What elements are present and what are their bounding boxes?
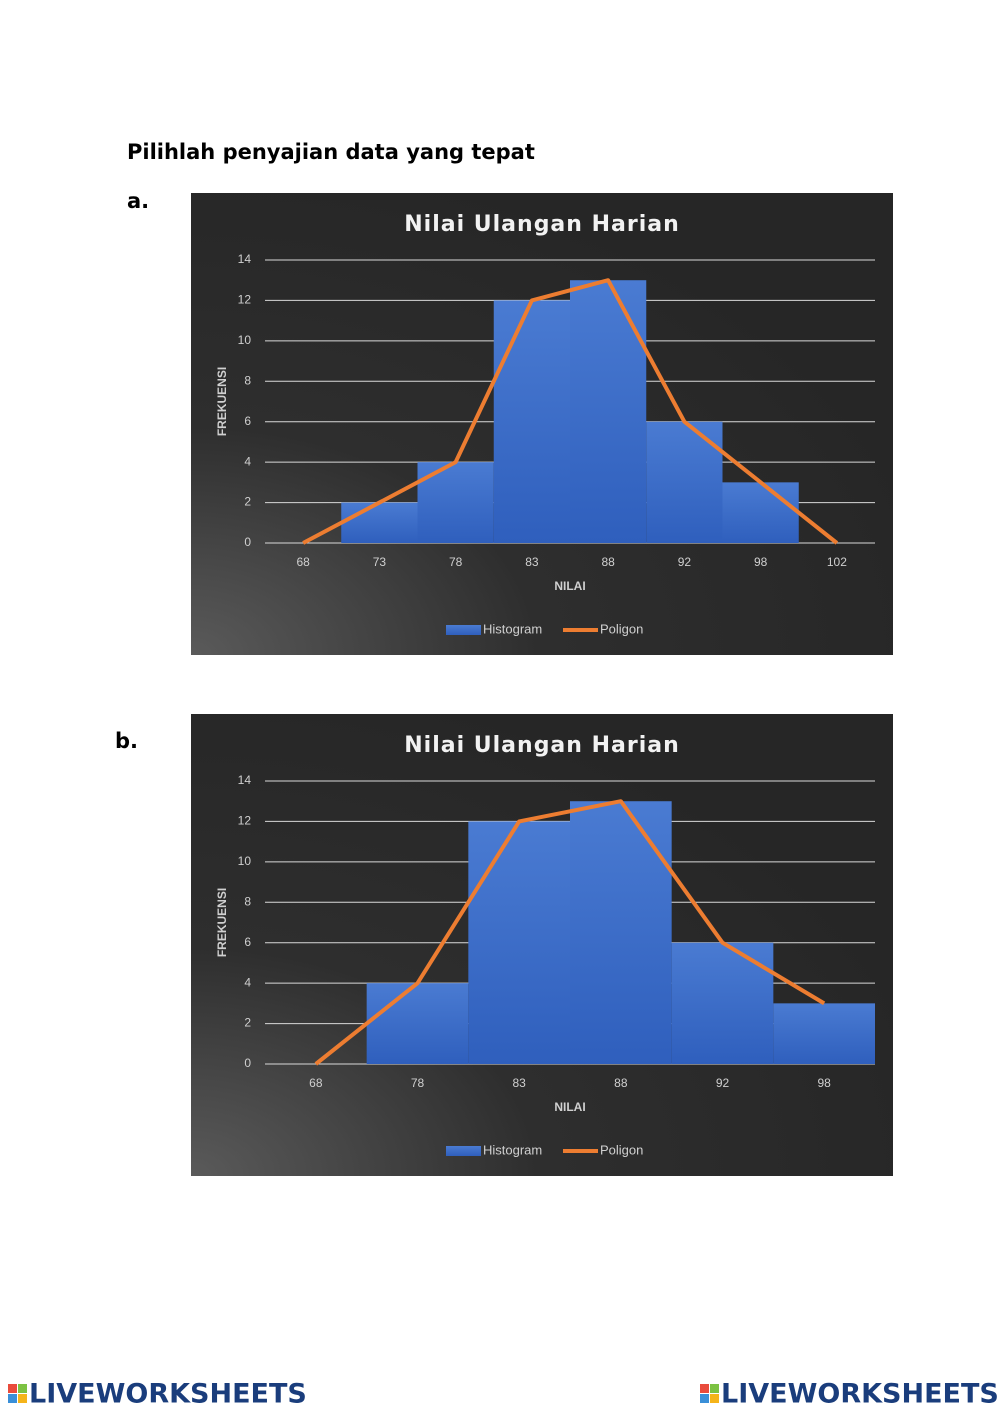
logo-icon <box>8 1384 719 1403</box>
y-axis-title: FREKUENSI <box>215 888 229 957</box>
legend-swatch <box>446 1146 481 1156</box>
y-tick-label: 0 <box>244 535 251 549</box>
x-tick-label: 83 <box>512 1076 526 1090</box>
x-tick-label: 68 <box>309 1076 323 1090</box>
legend-label: Poligon <box>600 1142 643 1157</box>
y-tick-label: 14 <box>238 252 252 266</box>
polygon-line <box>302 278 839 545</box>
histogram-bar <box>468 821 570 1064</box>
option-label: b. <box>115 729 138 753</box>
y-tick-label: 4 <box>244 975 251 989</box>
y-axis-title: FREKUENSI <box>215 367 229 436</box>
histogram-bar <box>722 482 799 543</box>
histogram-bar <box>773 1003 875 1064</box>
legend-label: Poligon <box>600 621 643 636</box>
histogram-bar <box>570 801 672 1064</box>
legend-label: Histogram <box>483 1142 542 1157</box>
polygon-line <box>314 799 826 1066</box>
y-tick-label: 0 <box>244 1056 251 1070</box>
y-tick-label: 10 <box>238 333 252 347</box>
x-tick-label: 73 <box>373 555 387 569</box>
y-tick-label: 12 <box>238 814 252 828</box>
x-tick-label: 92 <box>716 1076 730 1090</box>
y-tick-label: 10 <box>238 854 252 868</box>
option-label: a. <box>127 189 149 213</box>
y-tick-label: 8 <box>244 373 251 387</box>
x-tick-label: 88 <box>601 555 615 569</box>
y-tick-label: 14 <box>238 773 252 787</box>
x-tick-label: 68 <box>296 555 310 569</box>
x-axis-title: NILAI <box>554 1100 585 1114</box>
x-tick-label: 98 <box>817 1076 831 1090</box>
x-tick-label: 78 <box>449 555 463 569</box>
x-tick-label: 102 <box>827 555 847 569</box>
y-tick-label: 8 <box>244 894 251 908</box>
chart-title: Nilai Ulangan Harian <box>404 733 680 758</box>
y-tick-label: 2 <box>244 1016 251 1030</box>
legend-swatch <box>446 625 481 635</box>
histogram-bar <box>341 502 418 543</box>
x-tick-label: 78 <box>411 1076 425 1090</box>
y-tick-label: 4 <box>244 454 251 468</box>
x-tick-label: 98 <box>754 555 768 569</box>
x-tick-label: 92 <box>678 555 692 569</box>
legend-label: Histogram <box>483 621 542 636</box>
x-tick-label: 83 <box>525 555 539 569</box>
x-axis-title: NILAI <box>554 579 585 593</box>
y-tick-label: 12 <box>238 293 252 307</box>
instruction: Pilihlah penyajian data yang tepat <box>127 140 535 164</box>
x-tick-label: 88 <box>614 1076 628 1090</box>
histogram-bar <box>493 300 570 543</box>
histogram-bar <box>366 983 469 1064</box>
y-tick-label: 6 <box>244 414 251 428</box>
footer-brand: LIVEWORKSHEETS <box>721 1379 999 1410</box>
y-tick-label: 2 <box>244 495 251 509</box>
chart-title: Nilai Ulangan Harian <box>404 212 680 237</box>
histogram-bar <box>646 421 723 543</box>
footer-brand: LIVEWORKSHEETS <box>29 1379 307 1410</box>
y-tick-label: 6 <box>244 935 251 949</box>
histogram-bar <box>570 280 647 543</box>
histogram-bar <box>671 942 774 1064</box>
